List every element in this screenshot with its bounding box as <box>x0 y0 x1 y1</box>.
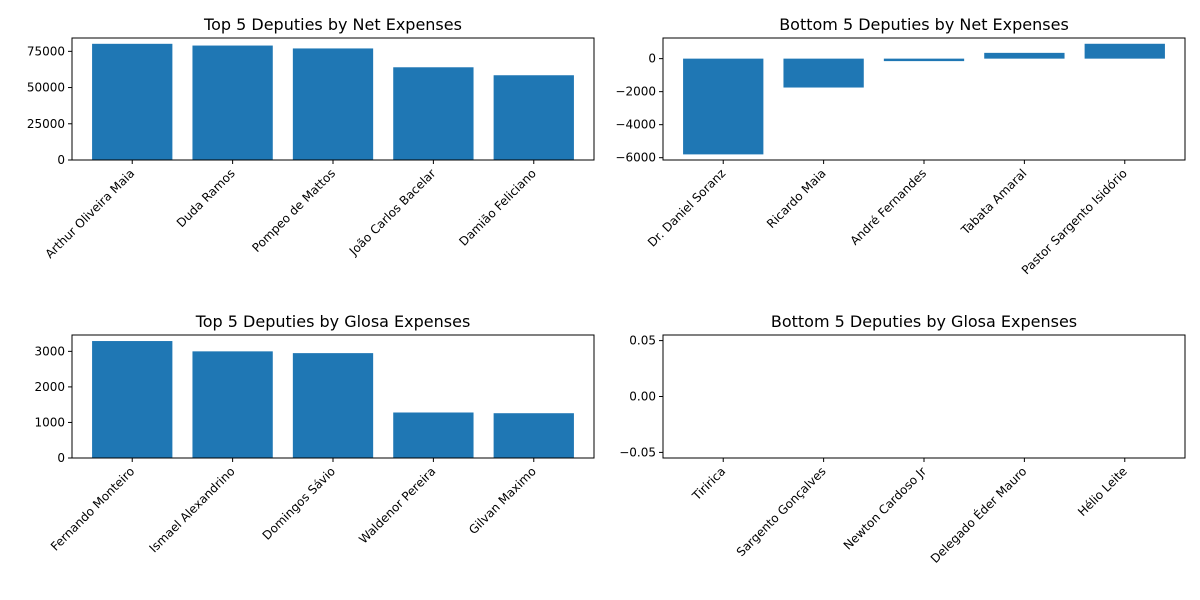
y-tick-label: 3000 <box>34 344 65 358</box>
bar <box>883 58 965 62</box>
y-tick-label: −2000 <box>615 85 656 99</box>
y-tick-label: 0.00 <box>629 390 656 404</box>
y-tick-label: 75000 <box>27 44 65 58</box>
bar <box>292 48 374 160</box>
y-tick-label: −4000 <box>615 118 656 132</box>
bar <box>92 341 173 458</box>
bar <box>493 413 574 458</box>
y-tick-label: 2000 <box>34 380 65 394</box>
chart-title: Bottom 5 Deputies by Glosa Expenses <box>771 312 1077 331</box>
y-tick-label: 25000 <box>27 117 65 131</box>
bar <box>783 58 864 88</box>
chart-title: Bottom 5 Deputies by Net Expenses <box>779 15 1069 34</box>
bar <box>192 45 273 160</box>
bar <box>493 75 574 160</box>
y-tick-label: 0 <box>57 153 65 167</box>
y-tick-label: 50000 <box>27 81 65 95</box>
chart-title: Top 5 Deputies by Net Expenses <box>203 15 462 34</box>
bar <box>393 67 474 160</box>
bar <box>92 43 173 160</box>
bar <box>192 351 273 458</box>
bar <box>292 353 374 458</box>
chart-title: Top 5 Deputies by Glosa Expenses <box>195 312 471 331</box>
y-tick-label: 0 <box>57 451 65 465</box>
y-tick-label: 0 <box>648 52 656 66</box>
y-tick-label: −0.05 <box>619 445 656 459</box>
y-tick-label: −6000 <box>615 151 656 165</box>
bar <box>683 58 764 155</box>
bar <box>984 52 1065 59</box>
y-tick-label: 1000 <box>34 415 65 429</box>
y-tick-label: 0.05 <box>629 334 656 348</box>
bar <box>393 412 474 458</box>
bar <box>1084 43 1165 59</box>
